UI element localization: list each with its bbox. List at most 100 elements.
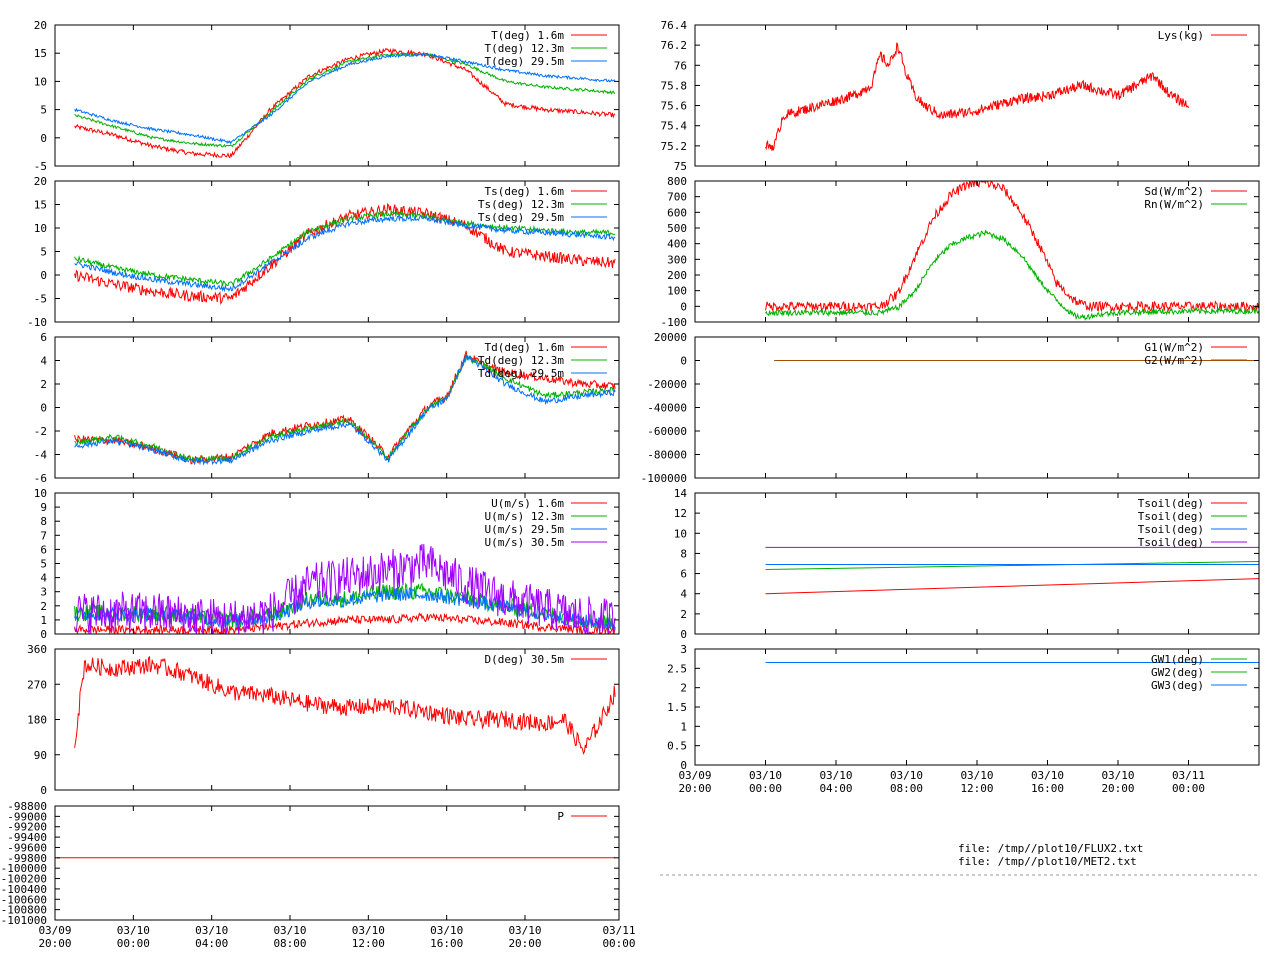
series-line-dewpoint-0 bbox=[74, 350, 616, 465]
y-tick-label: -100400 bbox=[1, 883, 47, 896]
x-tick-label-date: 03/10 bbox=[1031, 769, 1064, 782]
legend-label: GW3(deg) bbox=[1151, 679, 1204, 692]
legend-label: Tsoil(deg) bbox=[1138, 497, 1204, 510]
y-tick-label: 0 bbox=[680, 300, 687, 313]
legend-label: Lys(kg) bbox=[1158, 29, 1204, 42]
y-tick-label: -4 bbox=[34, 449, 48, 462]
y-tick-label: 10 bbox=[674, 527, 687, 540]
legend-label: Td(deg) 12.3m bbox=[478, 354, 564, 367]
x-tick-label-time: 00:00 bbox=[1172, 782, 1205, 795]
series-line-temp-1 bbox=[74, 51, 616, 148]
x-tick-label-date: 03/10 bbox=[508, 924, 541, 937]
x-tick-label-date: 03/10 bbox=[352, 924, 385, 937]
y-tick-label: -10 bbox=[27, 316, 47, 329]
x-tick-label-time: 20:00 bbox=[38, 937, 71, 950]
y-tick-label: 75.4 bbox=[661, 120, 688, 133]
legend-label: U(m/s) 1.6m bbox=[491, 497, 564, 510]
legend-label: Rn(W/m^2) bbox=[1144, 198, 1204, 211]
y-tick-label: 14 bbox=[674, 487, 688, 500]
y-tick-label: 3 bbox=[680, 643, 687, 656]
panel-lys: 75 75.2 75.4 75.6 75.8 76 76.2 76.4 Lys(kg) bbox=[661, 19, 1260, 173]
y-tick-label: -100800 bbox=[1, 904, 47, 917]
legend-label: Ts(deg) 12.3m bbox=[478, 198, 564, 211]
legend-label: T(deg) 1.6m bbox=[491, 29, 564, 42]
series-line-dewpoint-2 bbox=[74, 354, 616, 466]
y-tick-label: -60000 bbox=[647, 425, 687, 438]
file-label-met: file: /tmp//plot10/MET2.txt bbox=[958, 855, 1137, 868]
x-tick-label-time: 08:00 bbox=[273, 937, 306, 950]
y-tick-label: 2 bbox=[680, 608, 687, 621]
legend: Tsoil(deg)Tsoil(deg)Tsoil(deg)Tsoil(deg) bbox=[1138, 497, 1247, 549]
x-tick-label-time: 00:00 bbox=[602, 937, 635, 950]
y-tick-label: -40000 bbox=[647, 402, 687, 415]
y-tick-label: 0 bbox=[40, 784, 47, 797]
y-tick-label: 0.5 bbox=[667, 740, 687, 753]
series-group bbox=[74, 543, 616, 634]
y-tick-label: 270 bbox=[27, 678, 47, 691]
y-tick-label: 4 bbox=[40, 355, 47, 368]
y-tick-label: 0 bbox=[40, 628, 47, 641]
y-tick-label: 6 bbox=[40, 331, 47, 344]
series-group bbox=[765, 546, 1259, 595]
legend: U(m/s) 1.6mU(m/s) 12.3mU(m/s) 29.5mU(m/s… bbox=[485, 497, 607, 549]
y-tick-label: 700 bbox=[667, 191, 687, 204]
y-tick-label: 20000 bbox=[654, 331, 687, 344]
y-tick-label: 2 bbox=[40, 378, 47, 391]
y-tick-label: 0 bbox=[680, 355, 687, 368]
x-tick-label-date: 03/11 bbox=[1172, 769, 1205, 782]
y-tick-label: -6 bbox=[34, 472, 47, 485]
y-tick-label: 3 bbox=[40, 586, 47, 599]
y-tick-label: 1.5 bbox=[667, 701, 687, 714]
panel-pressure: -101000-100800-100600-100400-100200-1000… bbox=[1, 800, 636, 950]
legend-label: Ts(deg) 29.5m bbox=[478, 211, 564, 224]
legend-label: U(m/s) 30.5m bbox=[485, 536, 565, 549]
x-tick-label-time: 16:00 bbox=[430, 937, 463, 950]
x-tick-label-date: 03/10 bbox=[960, 769, 993, 782]
x-tick-label-time: 08:00 bbox=[890, 782, 923, 795]
panel-tsoil: 02468101214Tsoil(deg)Tsoil(deg)Tsoil(deg… bbox=[674, 487, 1260, 641]
series-line-wind-0 bbox=[74, 612, 616, 634]
legend: GW1(deg)GW2(deg)GW3(deg) bbox=[1151, 653, 1247, 692]
x-tick-label-date: 03/10 bbox=[273, 924, 306, 937]
y-tick-label: 600 bbox=[667, 206, 687, 219]
y-tick-label: 75.2 bbox=[661, 140, 688, 153]
x-tick-label-date: 03/11 bbox=[602, 924, 635, 937]
panel-gw: 00.511.522.5303/0920:0003/1000:0003/1004… bbox=[667, 643, 1260, 795]
y-tick-label: 0 bbox=[40, 132, 47, 145]
y-tick-label: 10 bbox=[34, 222, 47, 235]
legend-label: G2(W/m^2) bbox=[1144, 354, 1204, 367]
y-tick-label: 75.6 bbox=[661, 100, 688, 113]
y-tick-label: 75 bbox=[674, 160, 687, 173]
y-tick-label: 76.4 bbox=[661, 19, 688, 32]
series-group bbox=[74, 350, 616, 466]
y-tick-label: 1 bbox=[680, 720, 687, 733]
y-tick-label: 1 bbox=[40, 614, 47, 627]
y-tick-label: 15 bbox=[34, 199, 47, 212]
legend-label: Td(deg) 1.6m bbox=[485, 341, 565, 354]
y-tick-label: 10 bbox=[34, 487, 47, 500]
panel-temp: -5 0 5 10 15 20 T(deg) 1.6mT(deg) 12.3mT(deg) … bbox=[34, 19, 620, 173]
y-tick-label: -99400 bbox=[7, 831, 47, 844]
legend-label: GW2(deg) bbox=[1151, 666, 1204, 679]
legend-label: Tsoil(deg) bbox=[1138, 510, 1204, 523]
y-tick-label: 8 bbox=[680, 547, 687, 560]
y-tick-label: 6 bbox=[40, 543, 47, 556]
y-tick-label: -5 bbox=[34, 293, 47, 306]
x-tick-label-date: 03/09 bbox=[678, 769, 711, 782]
legend-label: U(m/s) 29.5m bbox=[485, 523, 565, 536]
series-line-wind-3 bbox=[74, 543, 616, 634]
y-tick-label: -100000 bbox=[1, 862, 47, 875]
y-tick-label: -5 bbox=[34, 160, 47, 173]
y-tick-label: 400 bbox=[667, 238, 687, 251]
x-tick-label-time: 04:00 bbox=[819, 782, 852, 795]
x-tick-label-date: 03/09 bbox=[38, 924, 71, 937]
y-tick-label: -101000 bbox=[1, 914, 47, 927]
legend-label: Tsoil(deg) bbox=[1138, 523, 1204, 536]
series-line-radiation-0 bbox=[765, 181, 1259, 313]
x-tick-label-time: 20:00 bbox=[508, 937, 541, 950]
legend-label: GW1(deg) bbox=[1151, 653, 1204, 666]
y-tick-label: 4 bbox=[680, 588, 687, 601]
x-tick-label-date: 03/10 bbox=[195, 924, 228, 937]
